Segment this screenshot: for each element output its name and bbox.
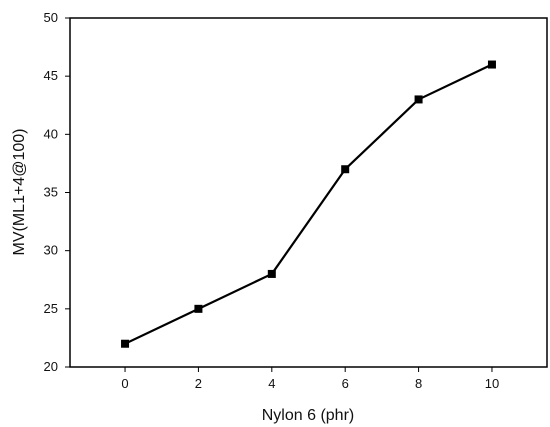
x-axis-title: Nylon 6 (phr) bbox=[262, 407, 354, 424]
x-tick-label: 8 bbox=[415, 376, 422, 391]
y-tick-label: 25 bbox=[44, 301, 58, 316]
y-tick-label: 20 bbox=[44, 359, 58, 374]
x-tick-label: 0 bbox=[121, 376, 128, 391]
series-line bbox=[124, 63, 493, 345]
series-layer bbox=[121, 60, 496, 348]
data-point-marker bbox=[121, 339, 130, 348]
x-tick-label: 6 bbox=[342, 376, 349, 391]
y-axis-title: MV(ML1+4@100) bbox=[11, 129, 28, 256]
y-tick-label: 50 bbox=[44, 10, 58, 25]
data-point-marker bbox=[414, 95, 423, 104]
y-tick-label: 35 bbox=[44, 185, 58, 200]
data-point-marker bbox=[267, 269, 276, 278]
y-tick-label: 45 bbox=[44, 68, 58, 83]
y-tick-label: 40 bbox=[44, 126, 58, 141]
x-axis-ticks: 0 2 4 6 8 10 bbox=[121, 367, 499, 391]
x-tick-label: 10 bbox=[485, 376, 499, 391]
data-point-marker bbox=[341, 165, 350, 174]
x-tick-label: 4 bbox=[268, 376, 275, 391]
y-axis-ticks: 20 25 30 35 40 45 50 bbox=[44, 10, 70, 374]
data-point-marker bbox=[487, 60, 496, 69]
y-tick-label: 30 bbox=[44, 243, 58, 258]
plot-area-frame bbox=[69, 17, 548, 368]
x-tick-label: 2 bbox=[195, 376, 202, 391]
data-point-marker bbox=[194, 304, 203, 313]
